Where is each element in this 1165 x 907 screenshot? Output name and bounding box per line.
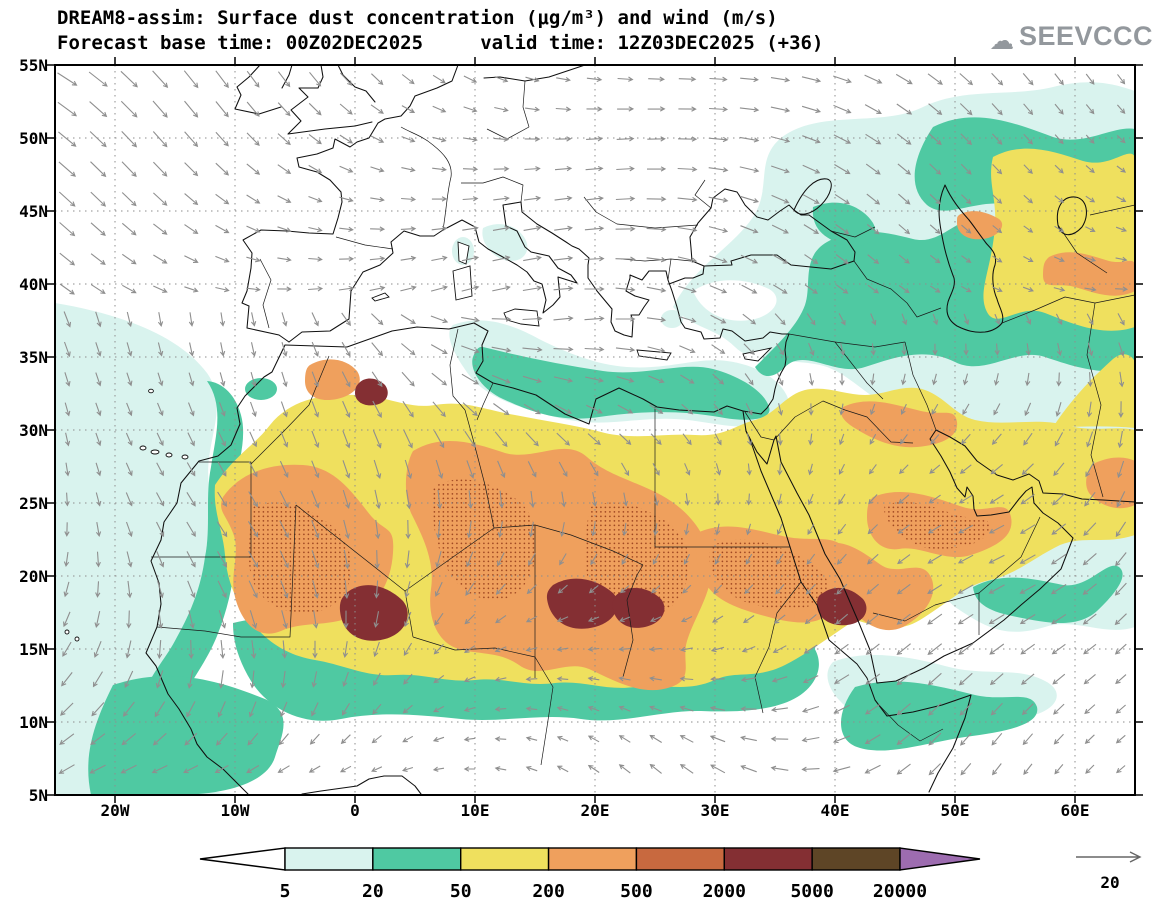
lat-label: 30N (19, 421, 48, 440)
legend-swatch (635, 847, 725, 871)
lat-label: 10N (19, 713, 48, 732)
lon-label: 40E (820, 801, 850, 820)
lat-label: 5N (28, 786, 48, 805)
legend-level-label: 50 (450, 881, 472, 902)
legend-swatch (547, 847, 638, 871)
lat-label: 50N (19, 129, 48, 148)
seevccc-logo: ☁ SEEVCCC (990, 16, 1153, 56)
lon-label: 20W (100, 801, 130, 820)
legend-swatch (284, 847, 374, 871)
lon-label: 50E (940, 801, 970, 820)
legend-level-label: 5 (280, 881, 291, 902)
legend-level-label: 20000 (873, 881, 927, 902)
lat-label: 35N (19, 348, 48, 367)
lon-label: 0 (350, 801, 360, 820)
lon-label: 10W (220, 801, 250, 820)
legend-swatch (372, 847, 462, 871)
legend-swatch (460, 847, 550, 871)
lon-label: 30E (700, 801, 730, 820)
legend-level-label: 5000 (790, 881, 833, 902)
stipple-500-2000 (248, 479, 989, 621)
cloud-icon: ☁ (989, 13, 1014, 59)
lon-label: 20E (580, 801, 610, 820)
coastlines (145, 65, 1135, 795)
legend-level-label: 2000 (703, 881, 746, 902)
lat-label: 25N (19, 494, 48, 513)
lat-label: 45N (19, 202, 48, 221)
legend-level-label: 20 (362, 881, 384, 902)
legend-swatch (811, 847, 901, 871)
dust-map (47, 57, 1143, 803)
country-borders (151, 80, 1135, 766)
logo-text: SEEVCCC (1018, 20, 1153, 51)
lat-label: 55N (19, 56, 48, 75)
legend-level-label: 500 (620, 881, 653, 902)
legend-level-label: 200 (532, 881, 565, 902)
legend-arrow-low (199, 847, 286, 871)
axis-ticks (47, 57, 1143, 803)
legend-swatch (723, 847, 813, 871)
wind-reference: 20 (1076, 851, 1142, 892)
legend-colorbar: 5 20 50 200 500 2000 5000 20000 (199, 847, 981, 902)
dust-fill-layer (55, 82, 1135, 795)
chart-subtitle: Forecast base time: 00Z02DEC2025 valid t… (57, 32, 824, 54)
lat-label: 40N (19, 275, 48, 294)
chart-title: DREAM8-assim: Surface dust concentration… (57, 7, 778, 29)
lat-label: 20N (19, 567, 48, 586)
lon-label: 60E (1060, 801, 1090, 820)
lon-label: 10E (460, 801, 490, 820)
wind-reference-arrow (1076, 851, 1142, 863)
legend-arrow-high (899, 847, 981, 871)
lat-label: 15N (19, 640, 48, 659)
wind-arrows-layer (57, 70, 1129, 776)
wind-reference-label: 20 (1100, 873, 1119, 892)
